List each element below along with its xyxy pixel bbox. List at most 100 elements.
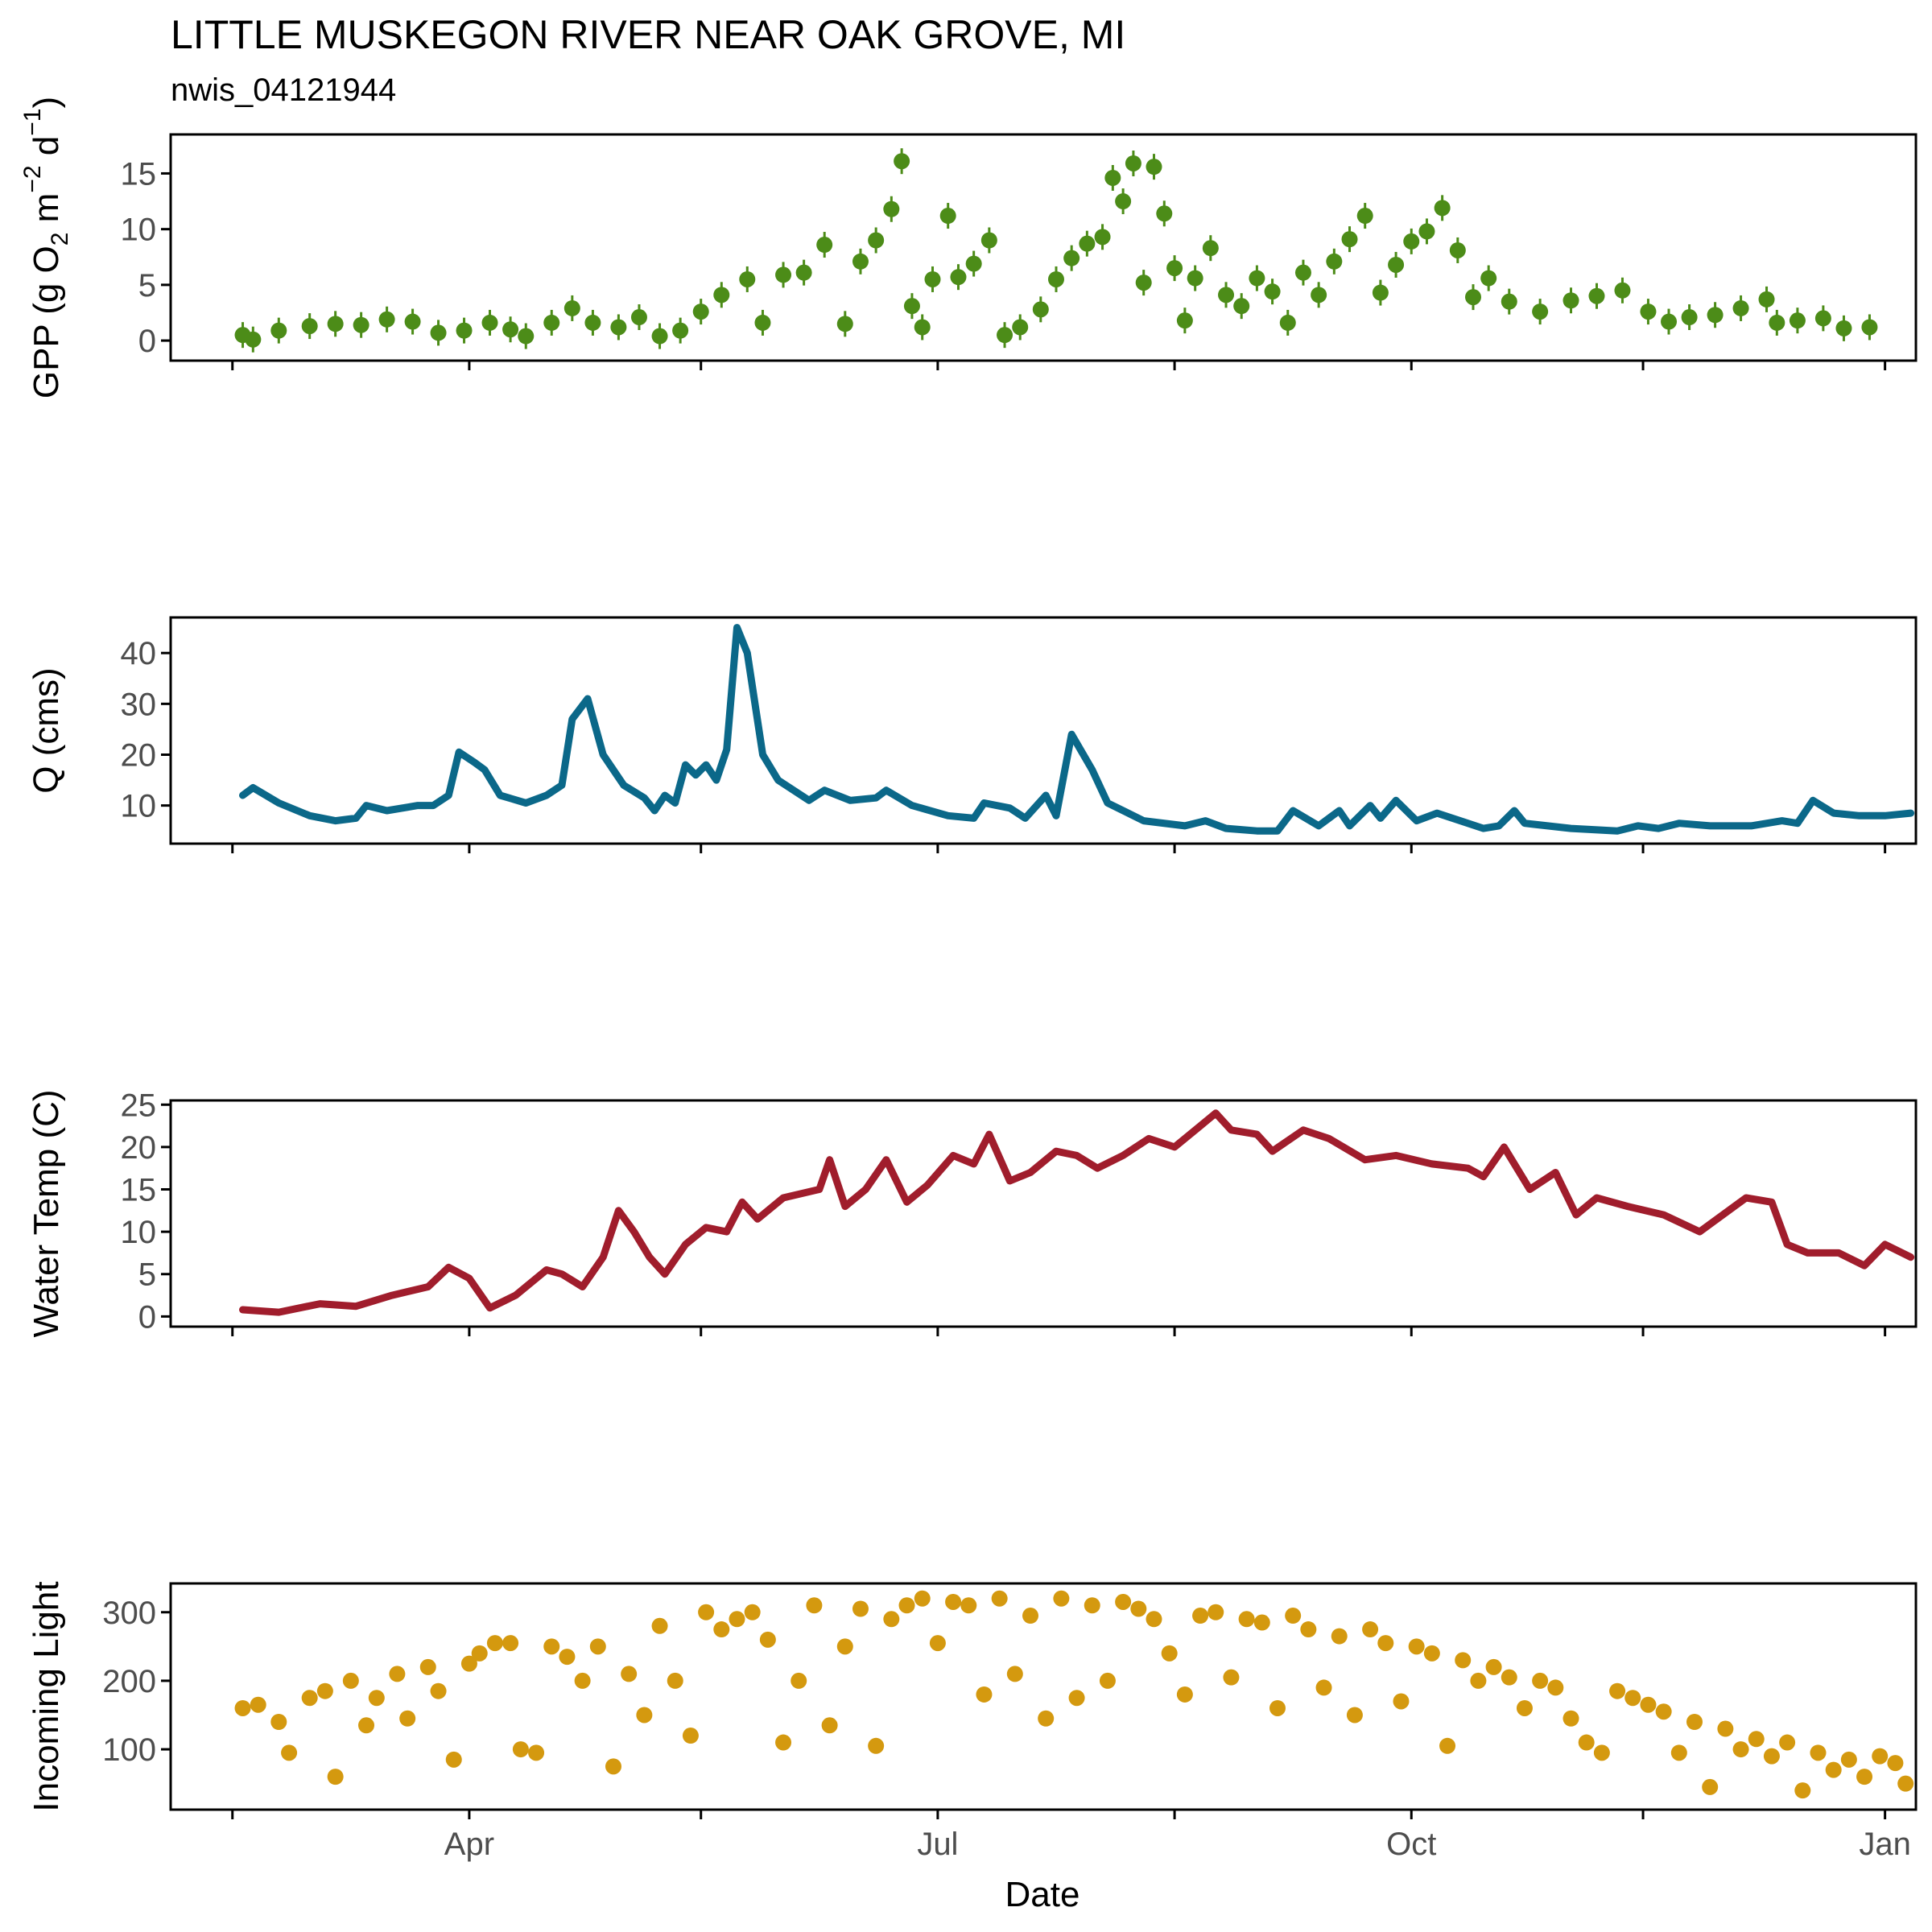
- data-point: [1717, 1720, 1734, 1737]
- data-point: [1686, 1714, 1703, 1731]
- data-point: [1465, 289, 1482, 306]
- data-point: [759, 1631, 776, 1648]
- data-point: [1176, 1686, 1193, 1703]
- data-point: [1856, 1769, 1873, 1785]
- data-point: [281, 1744, 298, 1761]
- data-point: [486, 1635, 503, 1652]
- data-point: [1285, 1608, 1302, 1624]
- data-point: [1362, 1621, 1379, 1638]
- data-point: [1887, 1755, 1904, 1772]
- data-point: [1814, 310, 1831, 327]
- data-point: [775, 1734, 792, 1751]
- data-point: [1012, 319, 1029, 336]
- data-point: [1501, 1669, 1517, 1686]
- data-point: [1341, 231, 1358, 248]
- data-point: [564, 299, 580, 316]
- data-point: [559, 1649, 576, 1666]
- data-point: [682, 1728, 699, 1744]
- data-point: [1614, 282, 1631, 299]
- data-point: [316, 1682, 333, 1699]
- y-tick-label: 20: [121, 737, 157, 773]
- data-point: [1202, 240, 1219, 257]
- data-point: [1681, 309, 1698, 326]
- data-point: [1825, 1761, 1842, 1778]
- data-point: [1094, 229, 1111, 246]
- data-point: [1388, 256, 1405, 273]
- data-point: [1732, 299, 1749, 316]
- y-tick-label: 25: [121, 1088, 157, 1123]
- data-point: [1115, 193, 1132, 210]
- data-point: [1166, 260, 1183, 277]
- data-point: [980, 232, 997, 249]
- data-point: [1423, 1645, 1440, 1662]
- data-point: [713, 1621, 730, 1638]
- panel-border: [169, 616, 1918, 845]
- data-point: [1104, 169, 1121, 186]
- y-tick-label: 15: [121, 1173, 157, 1208]
- data-point: [430, 324, 447, 341]
- data-point: [399, 1710, 416, 1727]
- data-point: [1593, 1744, 1610, 1761]
- data-point: [1779, 1734, 1796, 1751]
- data-point: [1233, 298, 1250, 315]
- data-point: [914, 319, 931, 336]
- data-point: [327, 316, 344, 332]
- y-tick-label: 40: [121, 636, 157, 671]
- data-point: [1403, 233, 1420, 250]
- data-point: [651, 328, 668, 345]
- data-point: [630, 309, 647, 326]
- data-point: [389, 1666, 406, 1682]
- data-point: [1640, 1696, 1657, 1713]
- data-point: [471, 1645, 488, 1662]
- data-point: [1624, 1690, 1641, 1707]
- x-tick-label: Apr: [444, 1827, 494, 1862]
- data-point: [1315, 1679, 1332, 1696]
- data-point: [1547, 1679, 1564, 1696]
- data-point: [868, 232, 885, 249]
- data-point: [1640, 303, 1657, 320]
- data-point: [1115, 1593, 1132, 1610]
- data-point: [836, 316, 853, 332]
- panel-light: 100 200 300 Apr Jul Oct Jan Incoming Light: [27, 1581, 1918, 1862]
- x-tick-label: Jul: [917, 1827, 958, 1862]
- data-point: [672, 322, 689, 339]
- panel-temp: 0 5 10 15 20 25 Water Temp (C): [27, 1088, 1918, 1338]
- data-point: [1485, 1658, 1502, 1675]
- data-point: [605, 1758, 621, 1775]
- data-point: [1532, 1672, 1549, 1689]
- data-point: [1835, 320, 1852, 336]
- data-point: [445, 1751, 462, 1768]
- data-point: [502, 321, 519, 338]
- data-point: [1223, 1669, 1240, 1686]
- data-point: [1372, 284, 1389, 301]
- x-axis-title: Date: [1005, 1875, 1080, 1914]
- data-point: [1269, 1699, 1286, 1716]
- data-point: [1418, 223, 1435, 240]
- data-point: [1253, 1614, 1270, 1631]
- data-point: [1063, 250, 1080, 266]
- panel-q: 10 20 30 40 Q (cms): [27, 616, 1918, 853]
- panel-border: [169, 133, 1918, 362]
- y-axis-title: GPP (g O2 m−2 d−1): [19, 97, 73, 398]
- data-point: [1331, 1628, 1348, 1645]
- data-point: [1794, 1782, 1811, 1799]
- series-line: [239, 1109, 1915, 1316]
- data-point: [1264, 283, 1281, 300]
- data-point: [512, 1741, 529, 1758]
- x-tick-label: Oct: [1386, 1827, 1436, 1862]
- data-point: [939, 208, 956, 225]
- data-point: [1146, 1611, 1162, 1628]
- data-point: [1563, 1710, 1579, 1727]
- data-point: [1125, 155, 1141, 171]
- data-point: [342, 1672, 359, 1689]
- data-point: [1732, 1741, 1749, 1758]
- data-point: [1326, 253, 1343, 270]
- data-point: [1279, 314, 1296, 331]
- data-point: [1393, 1693, 1410, 1710]
- data-point: [1439, 1737, 1456, 1754]
- data-point: [327, 1769, 344, 1785]
- data-point: [775, 266, 792, 283]
- y-axis-title: Water Temp (C): [27, 1089, 66, 1337]
- chart-title: LITTLE MUSKEGON RIVER NEAR OAK GROVE, MI: [171, 12, 1126, 57]
- y-tick-label: 30: [121, 687, 157, 722]
